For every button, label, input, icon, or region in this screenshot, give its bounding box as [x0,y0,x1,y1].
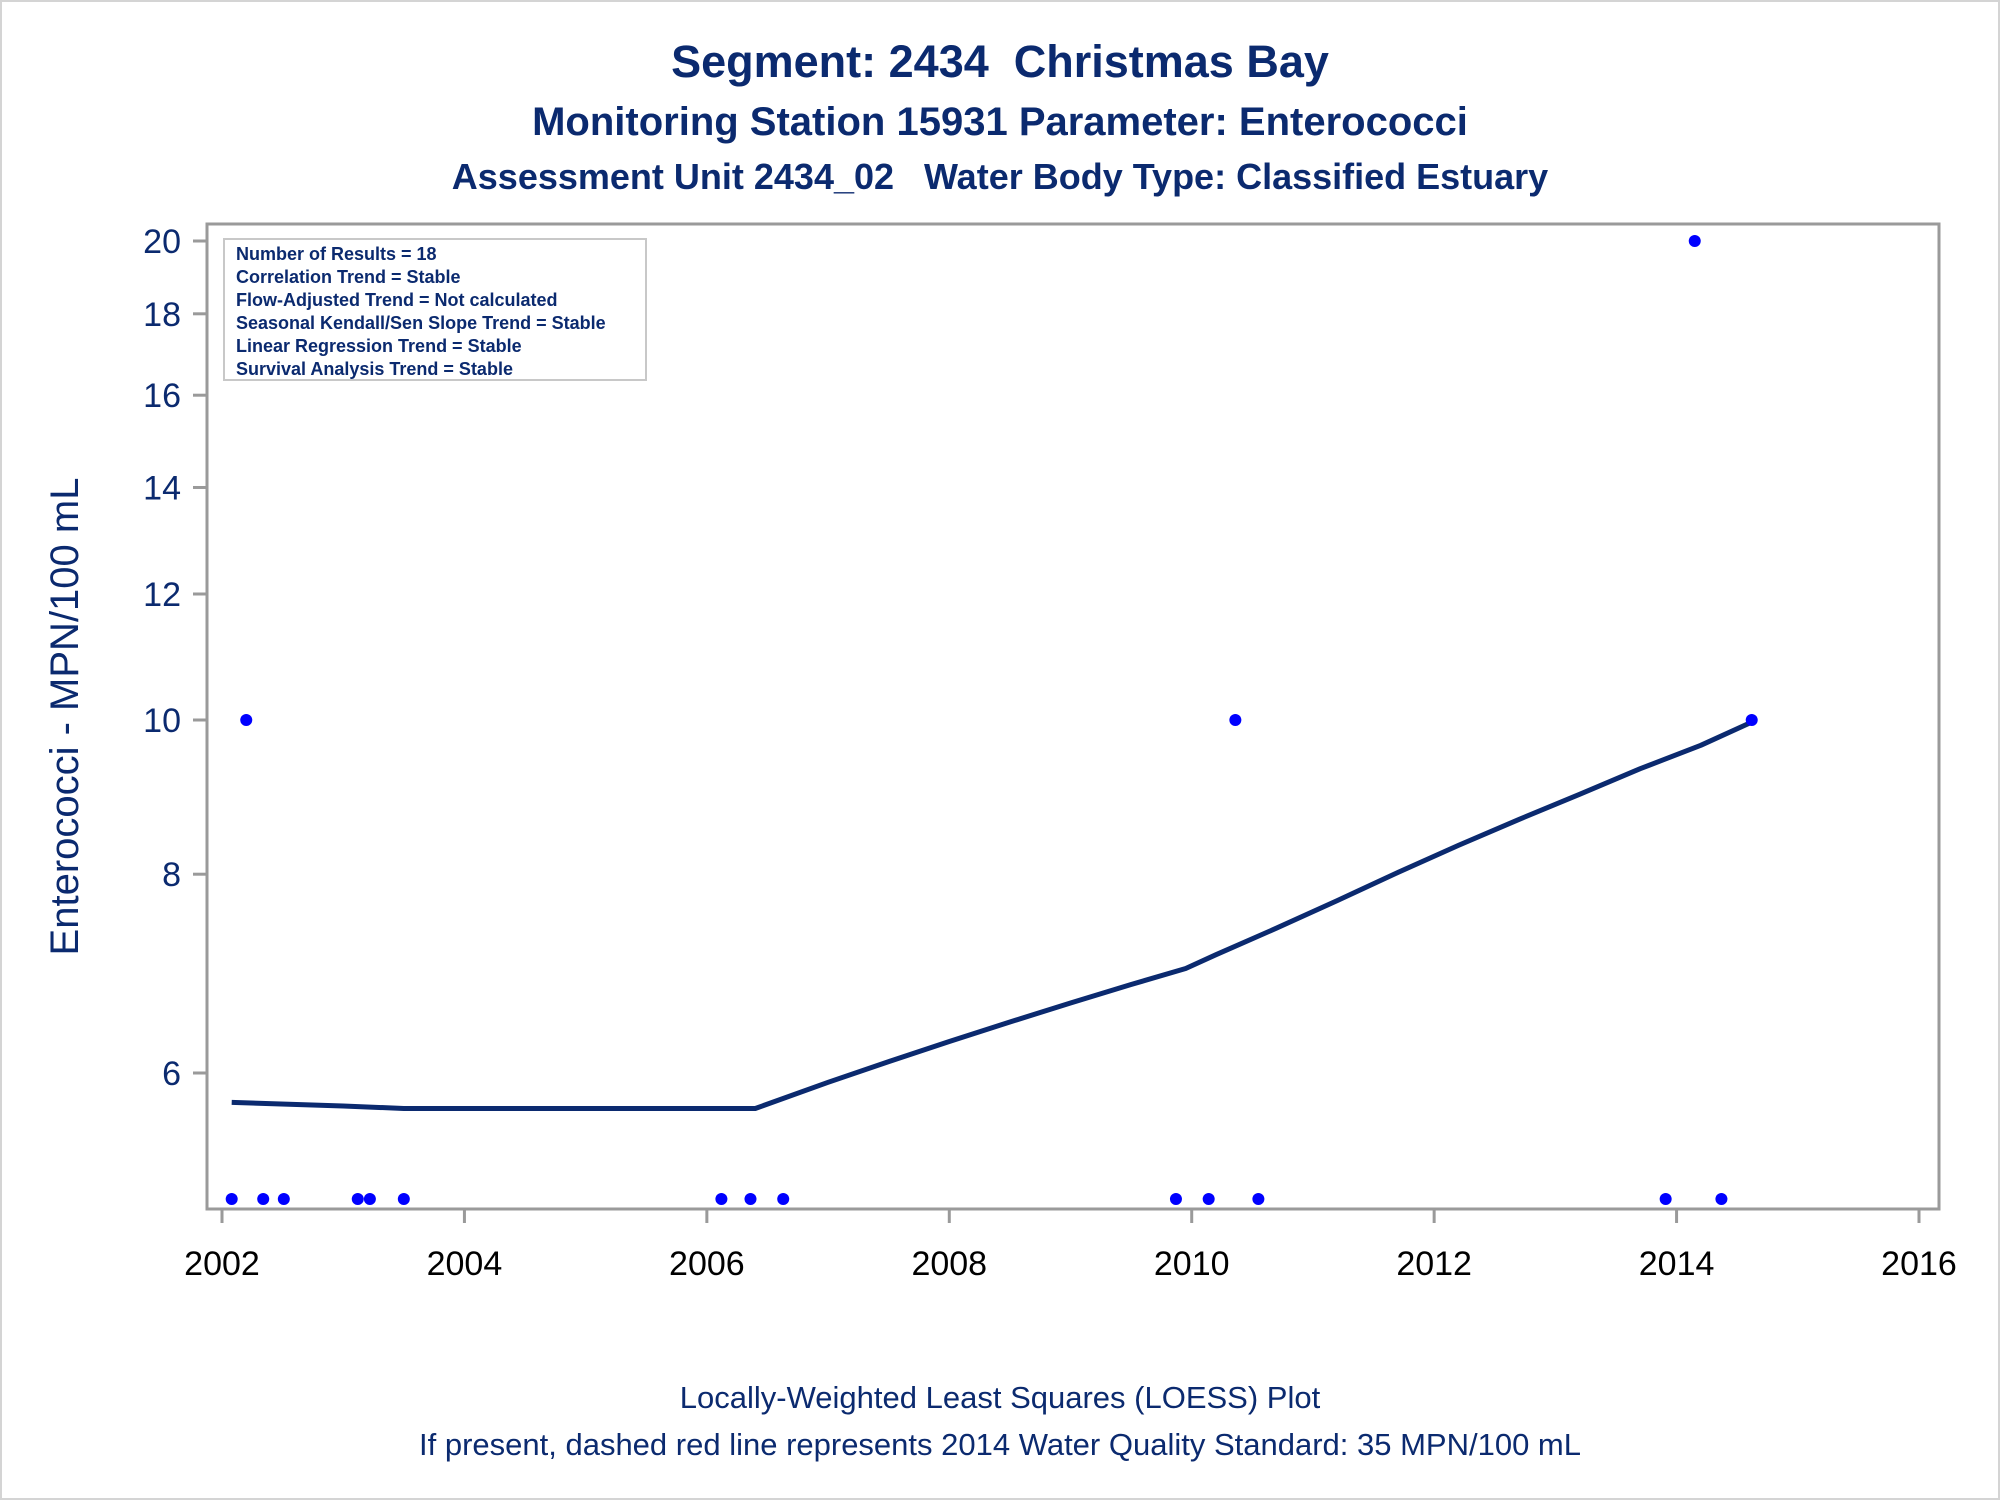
data-point [1169,1193,1182,1205]
data-point [1688,235,1701,247]
data-point [1659,1193,1672,1205]
x-tick-label: 2016 [1881,1245,1957,1283]
x-tick-label: 2006 [669,1245,745,1283]
stats-inset-box [223,238,647,381]
stats-inset-line: Correlation Trend = Stable [236,267,461,287]
stats-inset-line: Number of Results = 18 [236,244,437,264]
stats-inset-line: Survival Analysis Trend = Stable [236,359,513,379]
y-tick-label: 12 [143,576,181,614]
footer-plot-type: Locally-Weighted Least Squares (LOESS) P… [679,1380,1321,1415]
data-point [1202,1193,1215,1205]
stats-inset-line: Seasonal Kendall/Sen Slope Trend = Stabl… [236,313,606,333]
data-point [363,1193,376,1205]
data-point [257,1193,270,1205]
y-tick-label: 14 [143,469,181,507]
x-tick-label: 2010 [1154,1245,1230,1283]
data-point [225,1193,238,1205]
stats-inset-line: Flow-Adjusted Trend = Not calculated [236,290,558,310]
y-axis-label: Enterococci - MPN/100 mL [43,478,87,956]
data-point [397,1193,410,1205]
data-point [744,1193,757,1205]
chart-subtitle-station: Monitoring Station 15931 Parameter: Ente… [532,100,1468,144]
footer-standard-note: If present, dashed red line represents 2… [419,1427,1581,1462]
x-tick-label: 2002 [184,1245,260,1283]
x-tick-label: 2014 [1639,1245,1715,1283]
data-point [1745,714,1758,726]
loess-line [231,719,1753,1111]
y-tick-label: 20 [143,223,181,261]
data-point [277,1193,290,1205]
y-tick-label: 10 [143,702,181,740]
plot-area-border [205,222,1941,1211]
x-tick-label: 2004 [427,1245,503,1283]
x-tick-label: 2012 [1396,1245,1472,1283]
y-tick-label: 8 [162,856,181,894]
chart-subtitle-assessment: Assessment Unit 2434_02 Water Body Type:… [451,156,1549,197]
plot-layer: 6 8 10 12 14 16 18 20 2002 2004 2006 2008 2010 2012 20… [43,222,1957,1283]
data-point [240,714,253,726]
data-point [777,1193,790,1205]
y-tick-label: 18 [143,296,181,334]
data-point [1252,1193,1265,1205]
stats-inset-line: Linear Regression Trend = Stable [236,336,522,356]
data-point [1715,1193,1728,1205]
y-tick-label: 6 [162,1055,181,1093]
chart-title: Segment: 2434 Christmas Bay [671,36,1329,87]
y-tick-label: 16 [143,377,181,415]
data-point [715,1193,728,1205]
data-point [1229,714,1242,726]
data-point [351,1193,364,1205]
x-tick-label: 2008 [911,1245,987,1283]
